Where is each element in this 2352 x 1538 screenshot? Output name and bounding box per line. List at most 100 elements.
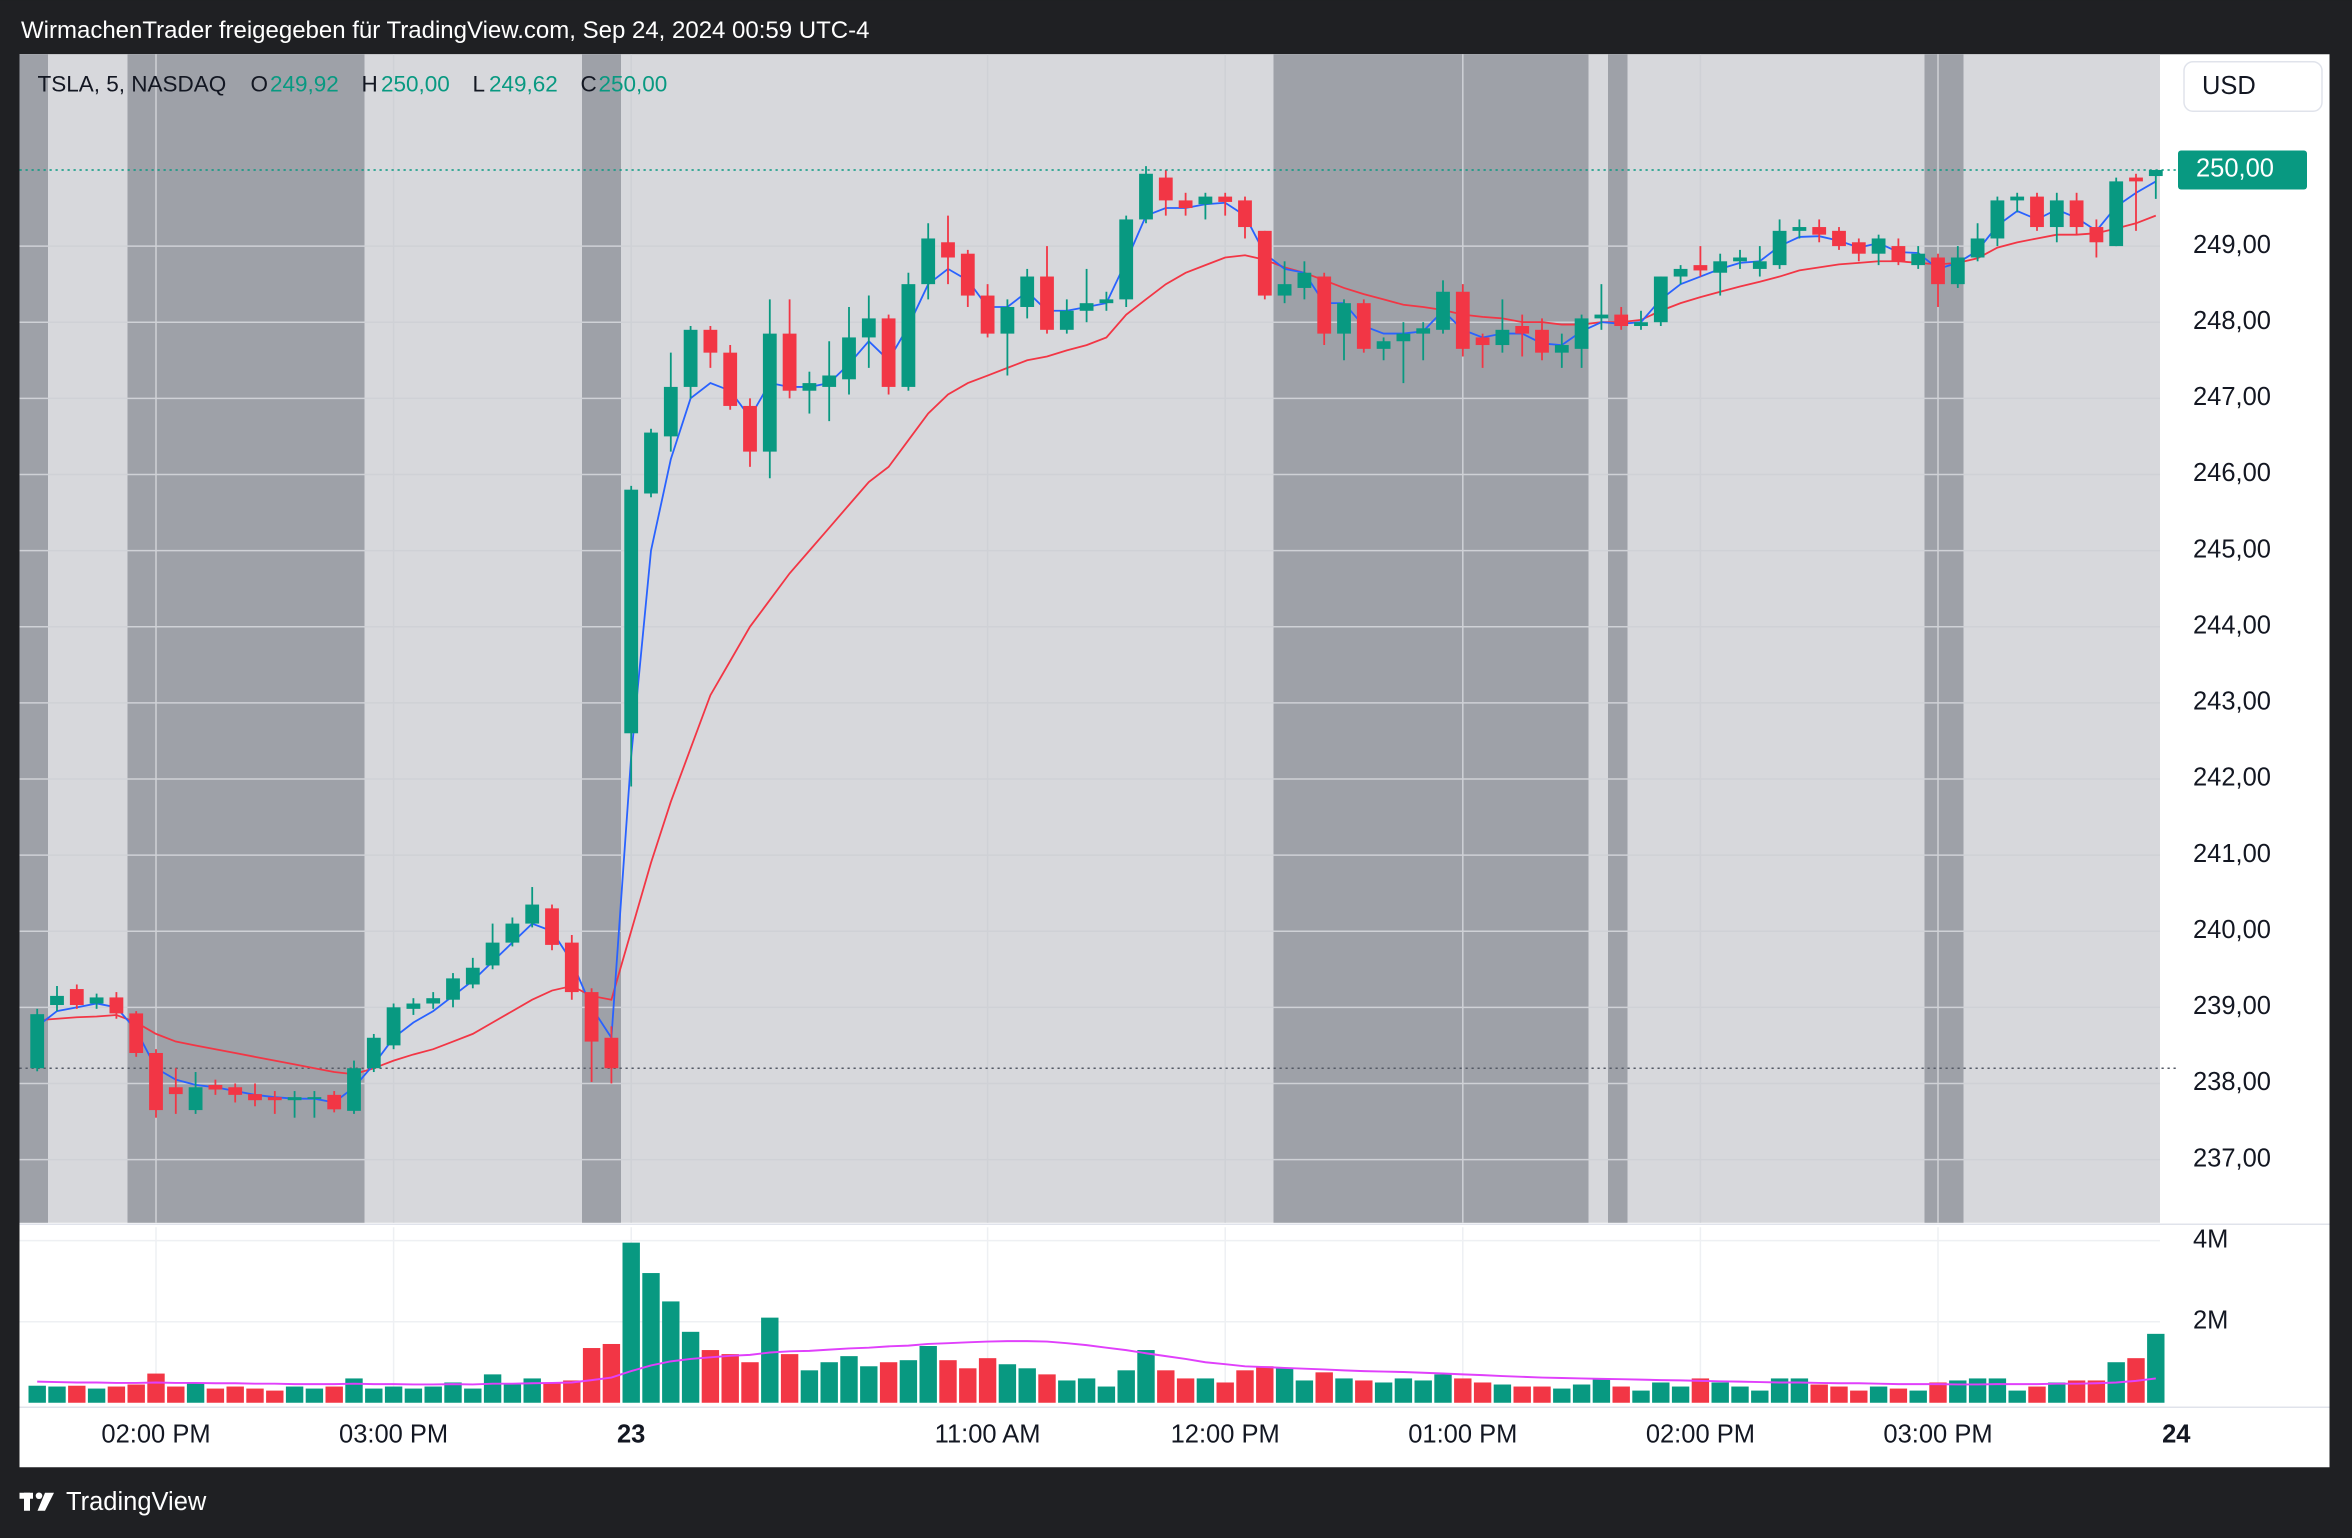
- legend-h: H: [362, 72, 378, 97]
- candle-body: [89, 997, 104, 1004]
- candle-body: [1673, 268, 1688, 277]
- candle-body: [2030, 196, 2044, 228]
- candle-body: [1079, 303, 1094, 311]
- volume-bar: [1058, 1380, 1076, 1403]
- volume-bar: [147, 1373, 165, 1403]
- volume-bar: [1988, 1378, 2007, 1403]
- y-tick-label: 240,00: [2193, 916, 2271, 944]
- logo-mark: [35, 1492, 43, 1500]
- candle-body: [465, 967, 480, 985]
- candle-body: [188, 1087, 203, 1111]
- volume-bar: [1691, 1378, 1710, 1403]
- legend-high: 250,00: [381, 72, 450, 97]
- volume-bar: [226, 1386, 244, 1403]
- volume-bar: [939, 1360, 957, 1403]
- candle-body: [1792, 227, 1807, 231]
- candle-body: [1376, 341, 1391, 349]
- candle-body: [743, 405, 757, 452]
- candle-body: [1277, 284, 1292, 296]
- y-tick-label: 242,00: [2193, 764, 2271, 792]
- volume-bar: [1137, 1350, 1155, 1403]
- candle-body: [1990, 200, 2005, 239]
- volume-bar: [1236, 1370, 1254, 1403]
- candle-body: [2069, 200, 2084, 228]
- candle-body: [1851, 242, 1866, 254]
- volume-bar: [1869, 1386, 1888, 1403]
- candle-body: [782, 333, 797, 391]
- candle-body: [564, 942, 579, 993]
- candle-body: [1891, 246, 1906, 262]
- candle-body: [1970, 238, 1985, 258]
- volume-bar: [978, 1358, 997, 1403]
- volume-bar: [860, 1366, 878, 1403]
- candle-body: [1733, 257, 1747, 262]
- volume-bar: [1830, 1386, 1848, 1403]
- candle-body: [1337, 303, 1351, 334]
- candle-body: [109, 997, 124, 1014]
- x-tick-label: 02:00 PM: [1646, 1420, 1755, 1448]
- candle-body: [347, 1068, 361, 1111]
- candle-body: [723, 352, 738, 406]
- x-tick-label: 02:00 PM: [101, 1420, 210, 1448]
- candle-body: [1594, 314, 1609, 319]
- candle-body: [1317, 276, 1332, 334]
- volume-bar: [2147, 1333, 2165, 1403]
- session-band: [1273, 54, 1589, 1223]
- candle-body: [1693, 265, 1708, 271]
- currency-button[interactable]: [2183, 60, 2323, 112]
- candle-body: [941, 242, 955, 258]
- candle-body: [2089, 227, 2104, 243]
- volume-bar: [1097, 1386, 1116, 1403]
- volume-bar: [1513, 1386, 1531, 1403]
- candle-body: [505, 923, 520, 943]
- candle-body: [1178, 200, 1193, 209]
- volume-bar: [503, 1384, 522, 1403]
- volume-bar: [1671, 1386, 1690, 1403]
- last-price-box: [2178, 150, 2307, 190]
- caption: WirmachenTrader freigegeben für TradingV…: [21, 17, 869, 44]
- x-tick-label: 12:00 PM: [1171, 1420, 1280, 1448]
- candle-body: [1911, 253, 1926, 266]
- volume-bar: [1751, 1390, 1769, 1403]
- volume-bar: [1473, 1382, 1492, 1403]
- session-band: [1924, 54, 1964, 1223]
- footer: TradingView: [66, 1488, 207, 1516]
- volume-bar: [2067, 1380, 2086, 1403]
- candle-body: [1436, 291, 1450, 330]
- volume-bar: [543, 1382, 561, 1403]
- ma-line: [37, 214, 2157, 1076]
- volume-bar: [1355, 1380, 1373, 1403]
- candle-body: [1634, 322, 1648, 327]
- y-tick-label: 247,00: [2193, 383, 2271, 411]
- volume-bar: [761, 1317, 779, 1403]
- candle-body: [2109, 181, 2124, 247]
- candle-body: [248, 1094, 262, 1101]
- candle-body: [1000, 306, 1015, 334]
- candle-body: [485, 942, 500, 966]
- volume-bar: [206, 1388, 225, 1403]
- candle-body: [1020, 276, 1035, 307]
- volume-bar: [1493, 1384, 1512, 1403]
- volume-bar: [1731, 1386, 1749, 1403]
- legend-c: C: [581, 72, 597, 97]
- candle-body: [525, 904, 540, 924]
- volume-bar: [464, 1388, 482, 1403]
- candle-body: [2010, 196, 2025, 201]
- last-price-label: 250,00: [2196, 155, 2274, 183]
- volume-bar: [246, 1388, 264, 1403]
- volume-bar: [1889, 1388, 1908, 1403]
- volume-bar: [741, 1362, 759, 1403]
- volume-bar: [1770, 1378, 1789, 1403]
- candle-body: [1950, 257, 1965, 285]
- candle-body: [1139, 173, 1153, 220]
- candle-body: [980, 295, 995, 334]
- volume-bar: [681, 1331, 700, 1403]
- candle-body: [1396, 333, 1411, 342]
- volume-bar: [1216, 1382, 1234, 1403]
- volume-bar: [2028, 1386, 2046, 1403]
- volume-bar: [1117, 1370, 1135, 1403]
- candle-body: [703, 329, 718, 353]
- x-tick-label: 03:00 PM: [1883, 1420, 1992, 1448]
- candle-body: [960, 253, 975, 296]
